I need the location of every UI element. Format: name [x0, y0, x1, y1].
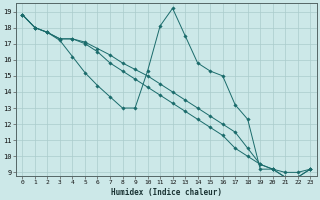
- X-axis label: Humidex (Indice chaleur): Humidex (Indice chaleur): [111, 188, 222, 197]
